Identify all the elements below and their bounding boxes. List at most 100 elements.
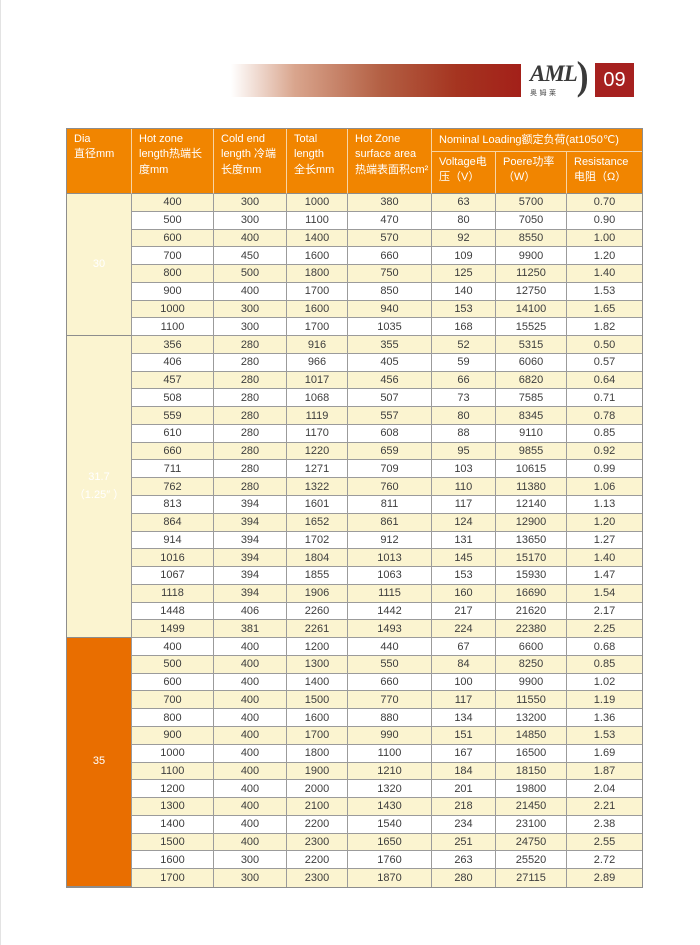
table-cell: 966 [287,353,348,372]
table-cell: 24750 [496,833,567,852]
table-cell: 1442 [348,602,432,621]
table-cell: 1.27 [567,531,643,550]
table-cell: 660 [348,673,432,692]
table-row: 1118 394 1906 1115 160 16690 1.54 [67,584,643,603]
table-cell: 8250 [496,655,567,674]
table-cell: 1500 [287,691,348,710]
table-cell: 2200 [287,815,348,834]
table-cell: 400 [214,833,287,852]
table-cell: 1800 [287,265,348,283]
table-cell: 507 [348,389,432,408]
table-cell: 457 [132,371,214,390]
table-cell: 1540 [348,815,432,834]
table-cell: 400 [214,691,287,710]
table-cell: 1448 [132,602,214,621]
table-row: 900 400 1700 990 151 14850 1.53 [67,726,643,745]
table-cell: 1652 [287,513,348,532]
table-cell: 711 [132,460,214,479]
table-cell: 92 [432,229,496,248]
table-cell: 11250 [496,265,567,283]
table-cell: 131 [432,531,496,550]
table-cell: 850 [348,282,432,301]
table-cell: 145 [432,549,496,568]
table-cell: 1600 [132,851,214,870]
table-row: 914 394 1702 912 131 13650 1.27 [67,531,643,550]
table-cell: 1100 [132,762,214,781]
table-row: 1499 381 2261 1493 224 22380 2.25 [67,620,643,639]
table-cell: 1600 [287,709,348,727]
table-row: 600 400 1400 660 100 9900 1.02 [67,673,643,692]
col-header-voltage: Voltage电 压（V） [432,152,496,194]
table-cell: 300 [214,318,287,337]
table-cell: 5315 [496,336,567,354]
col-header-surface-area: Hot Zone surface area 热端表面积cm² [348,129,432,194]
table-cell: 1804 [287,549,348,568]
table-cell: 559 [132,407,214,425]
brand-swoosh-icon: ) [576,53,589,98]
table-cell: 10615 [496,460,567,479]
table-cell: 2.72 [567,851,643,870]
col-header-dia: Dia 直径mm [67,129,132,194]
table-cell: 1400 [287,673,348,692]
table-row: 1200 400 2000 1320 201 19800 2.04 [67,780,643,799]
table-cell: 770 [348,691,432,710]
table-row: 457 280 1017 456 66 6820 0.64 [67,371,643,390]
col-header-nominal-loading: Nominal Loading额定负荷(at1050℃) [432,129,643,152]
table-cell: 550 [348,655,432,674]
table-row: 600 400 1400 570 92 8550 1.00 [67,229,643,248]
table-cell: 394 [214,531,287,550]
table-cell: 110 [432,478,496,497]
table-cell: 300 [214,869,287,887]
table-cell: 80 [432,407,496,425]
table-cell: 1.87 [567,762,643,781]
table-cell: 201 [432,780,496,799]
table-cell: 811 [348,496,432,514]
table-cell: 280 [214,407,287,425]
table-cell: 700 [132,691,214,710]
table-cell: 400 [214,638,287,656]
table-cell: 140 [432,282,496,301]
table-cell: 800 [132,709,214,727]
table-cell: 1119 [287,407,348,425]
table-cell: 1.47 [567,567,643,585]
table-cell: 160 [432,584,496,603]
table-cell: 1300 [132,798,214,816]
table-cell: 67 [432,638,496,656]
table-cell: 280 [214,442,287,461]
table-row: 1600 300 2200 1760 263 25520 2.72 [67,851,643,870]
table-cell: 1322 [287,478,348,497]
table-cell: 0.68 [567,638,643,656]
table-cell: 861 [348,513,432,532]
table-row: 900 400 1700 850 140 12750 1.53 [67,282,643,301]
table-cell: 394 [214,549,287,568]
table-cell: 912 [348,531,432,550]
table-cell: 1400 [132,815,214,834]
table-row: 500 400 1300 550 84 8250 0.85 [67,655,643,674]
table-cell: 440 [348,638,432,656]
table-row: 1300 400 2100 1430 218 21450 2.21 [67,798,643,816]
table-cell: 2.04 [567,780,643,799]
table-cell: 8550 [496,229,567,248]
table-row: 508 280 1068 507 73 7585 0.71 [67,389,643,408]
table-cell: 117 [432,691,496,710]
brand-logo-text: AML [530,61,578,86]
table-cell: 280 [214,424,287,443]
table-cell: 0.57 [567,353,643,372]
table-cell: 1.13 [567,496,643,514]
table-cell: 15930 [496,567,567,585]
table-cell: 1.02 [567,673,643,692]
table-row: 1448 406 2260 1442 217 21620 2.17 [67,602,643,621]
heating-element-spec-table: Dia 直径mm Hot zone length热端长 度mm Cold end… [66,128,644,888]
table-cell: 124 [432,513,496,532]
table-cell: 224 [432,620,496,639]
table-cell: 600 [132,229,214,248]
table-cell: 7050 [496,211,567,230]
table-cell: 470 [348,211,432,230]
table-cell: 63 [432,194,496,212]
table-cell: 2.21 [567,798,643,816]
table-cell: 280 [214,478,287,497]
table-cell: 14850 [496,726,567,745]
table-cell: 760 [348,478,432,497]
table-cell: 280 [432,869,496,887]
table-cell: 11550 [496,691,567,710]
